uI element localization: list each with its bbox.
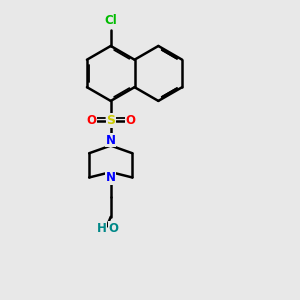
Text: H: H — [97, 222, 107, 235]
Text: Cl: Cl — [104, 14, 117, 27]
Text: O: O — [109, 222, 119, 235]
Text: O: O — [86, 114, 96, 127]
Text: N: N — [106, 171, 116, 184]
Text: O: O — [125, 114, 135, 127]
Text: S: S — [106, 114, 115, 127]
Text: N: N — [106, 134, 116, 147]
